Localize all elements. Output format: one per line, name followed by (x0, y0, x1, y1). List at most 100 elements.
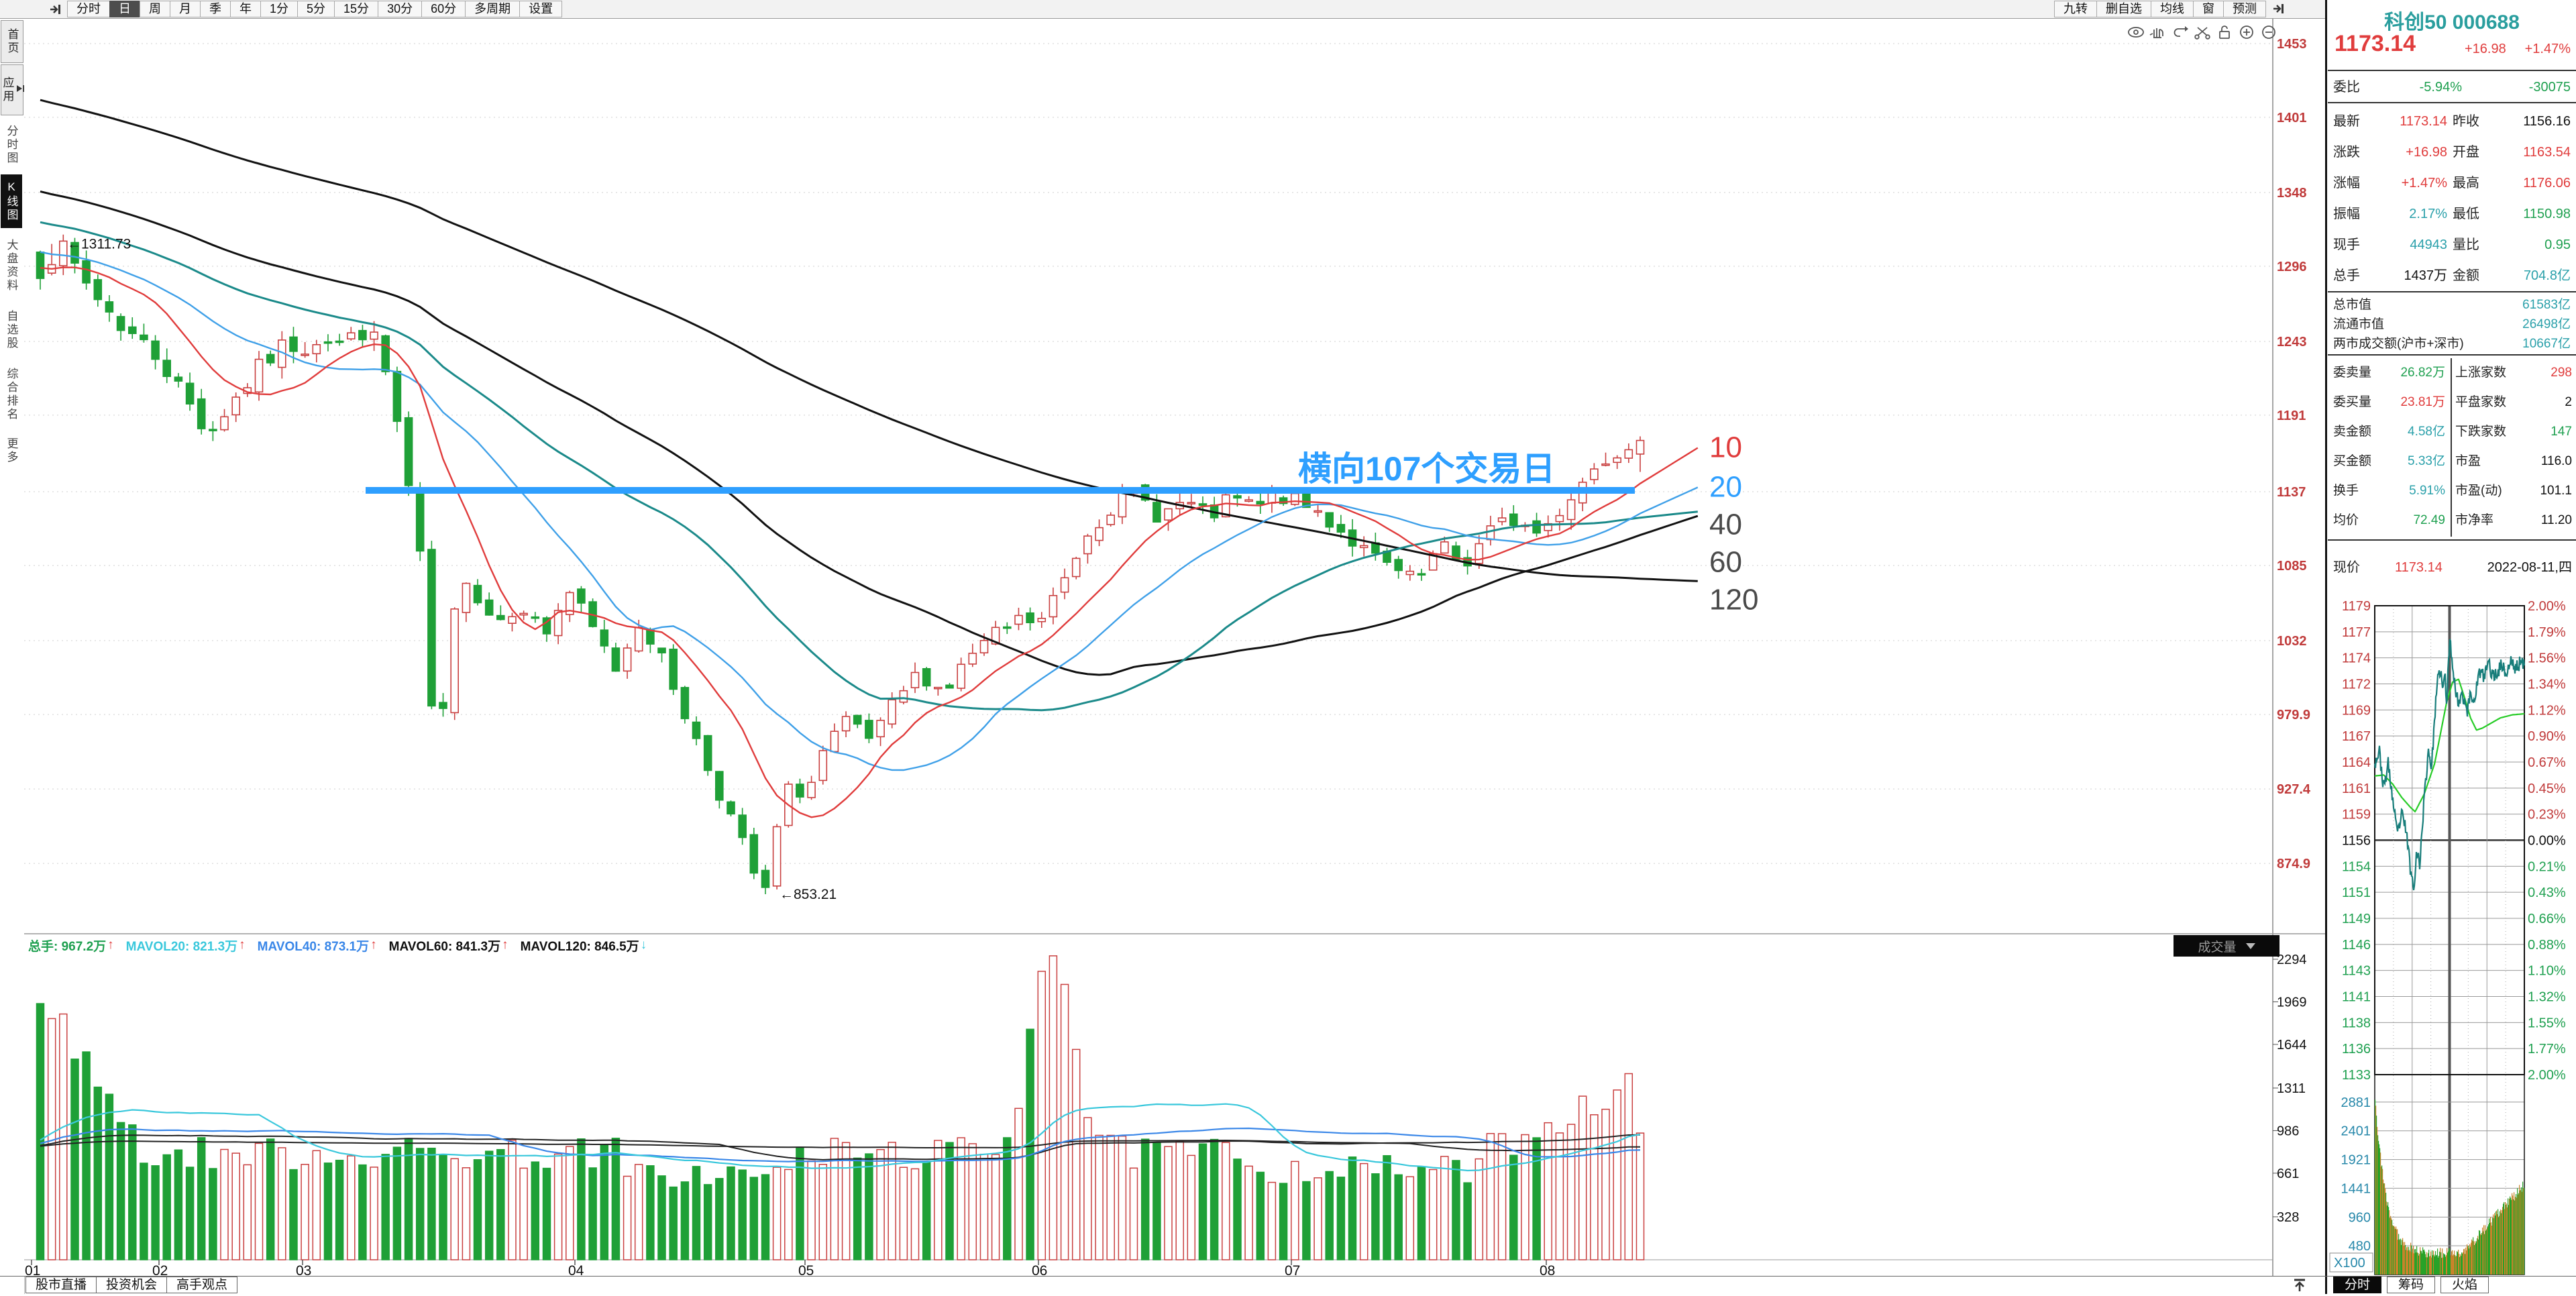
period-button-分时[interactable]: 分时 (67, 1, 109, 17)
quote-label: 昨收 (2453, 114, 2479, 129)
undo-icon[interactable] (2174, 26, 2189, 37)
detail-label: 换手 (2333, 484, 2359, 498)
month-label: 05 (798, 1263, 814, 1276)
ma120-label: 120 (1709, 583, 1758, 616)
period-button-年[interactable]: 年 (230, 1, 260, 17)
eye-icon[interactable] (2128, 27, 2144, 38)
volume-bar (542, 1167, 551, 1260)
mini-tab-筹码[interactable]: 筹码 (2387, 1277, 2436, 1293)
bottom-tab-投资机会[interactable]: 投资机会 (97, 1277, 168, 1293)
toolbar-button-窗[interactable]: 窗 (2193, 1, 2223, 17)
mini-volume-bar (2460, 1254, 2461, 1275)
toolbar-button-九转[interactable]: 九转 (2054, 1, 2096, 17)
quote-label: 最低 (2453, 207, 2479, 221)
symbol-code: 000688 (2452, 11, 2520, 34)
sidebar-item-应用[interactable]: 应用 (1, 64, 25, 115)
period-button-60分[interactable]: 60分 (421, 1, 466, 17)
mini-tab-火焰[interactable]: 火焰 (2440, 1277, 2489, 1293)
volume-bar (404, 1138, 413, 1260)
sidebar-item-首页[interactable]: 首页 (1, 20, 23, 63)
volume-bar (784, 1169, 793, 1260)
mini-volume-bar (2375, 1105, 2377, 1275)
volume-bar (1383, 1155, 1391, 1260)
volume-indicator-item: MAVOL40: 873.1万 ↑ (258, 936, 377, 955)
zoom-out-icon[interactable] (2262, 25, 2275, 39)
mini-volume-bar (2393, 1226, 2394, 1275)
scissors-icon[interactable] (2194, 27, 2210, 40)
candle-body (727, 801, 735, 815)
period-button-5分[interactable]: 5分 (297, 1, 335, 17)
period-button-季[interactable]: 季 (200, 1, 230, 17)
volume-indicator-item: 总手: 967.2万 ↑ (28, 936, 114, 955)
period-button-月[interactable]: 月 (170, 1, 200, 17)
volume-bar (1129, 1167, 1138, 1260)
play-bar-icon (16, 83, 25, 96)
mini-volume-bar (2395, 1228, 2396, 1275)
mini-tab-分时[interactable]: 分时 (2333, 1277, 2382, 1293)
candle-body (634, 627, 643, 652)
candle-body (105, 301, 114, 313)
zoom-in-icon[interactable] (2240, 25, 2253, 39)
volume-indicator-bar: 总手: 967.2万 ↑ MAVOL20: 821.3万 ↑ MAVOL40: 873.… (28, 936, 647, 954)
volume-indicator-selector[interactable]: 成交量 (2174, 935, 2279, 957)
mini-volume-bar (2502, 1207, 2504, 1275)
sidebar-item-更多[interactable]: 更多 (1, 432, 22, 470)
volume-bar (519, 1167, 528, 1260)
mini-volume-bar (2457, 1252, 2459, 1275)
mini-pct-label: 2.00% (2528, 1068, 2566, 1083)
collapse-up-icon[interactable] (2292, 1278, 2308, 1296)
toolbar-button-均线[interactable]: 均线 (2151, 1, 2193, 17)
quote-value: 1173.14 (2400, 114, 2447, 129)
candle-body (346, 332, 356, 340)
mini-volume-bar (2415, 1249, 2416, 1275)
mini-volume-bar (2380, 1152, 2381, 1275)
arrow-to-bar-icon[interactable] (48, 2, 63, 17)
mini-volume-bar (2472, 1240, 2473, 1275)
sidebar-item-label: 分时图 (5, 125, 18, 165)
period-button-1分[interactable]: 1分 (260, 1, 298, 17)
top-toolbar: 分时日周月季年 1分 5分 15分 30分 60分 多周期 设置 九转 删自选 均线窗预测 (0, 0, 2325, 19)
mini-volume-bar (2475, 1243, 2477, 1275)
quote-value: 1156.16 (2523, 114, 2571, 129)
detail-row: 换手 5.91% 市盈(动) 101.1 (2328, 476, 2576, 506)
period-button-周[interactable]: 周 (140, 1, 170, 17)
unlock-icon[interactable] (2219, 25, 2230, 39)
candle-body (968, 653, 977, 665)
bottom-tab-股市直播[interactable]: 股市直播 (25, 1277, 97, 1293)
candle-body (876, 720, 885, 738)
sidebar-item-label: 首页 (5, 28, 19, 55)
period-button-设置[interactable]: 设置 (519, 1, 563, 17)
volume-bar (70, 1059, 79, 1260)
mini-volume-bar (2407, 1246, 2408, 1275)
mini-volume-bar (2398, 1234, 2400, 1275)
volume-bar (197, 1137, 206, 1260)
sidebar-item-大盘资料[interactable]: 大盘资料 (1, 231, 22, 301)
volume-bar (392, 1146, 402, 1260)
candle-body (1279, 497, 1288, 504)
period-button-30分[interactable]: 30分 (378, 1, 422, 17)
toolbar-right-group: 九转 删自选 均线窗预测 (2054, 1, 2266, 17)
volume-bar (1405, 1176, 1415, 1260)
period-button-多周期[interactable]: 多周期 (465, 1, 520, 17)
mini-pct-label: 2.00% (2528, 599, 2566, 614)
volume-bar (220, 1148, 229, 1260)
volume-indicator-text: MAVOL20: 821.3万 (125, 939, 238, 954)
bottom-tab-高手观点[interactable]: 高手观点 (167, 1277, 238, 1293)
sidebar-item-K线图[interactable]: K线图 (1, 174, 22, 228)
sidebar-item-自选股[interactable]: 自选股 (1, 303, 22, 357)
arrow-to-bar-icon[interactable] (2271, 1, 2286, 19)
quote-value: 2.17% (2409, 207, 2447, 221)
month-label: 01 (25, 1263, 40, 1276)
quote-label: 振幅 (2333, 207, 2360, 221)
market-cap-row: 流通市值 26498亿 (2328, 315, 2576, 334)
period-button-日[interactable]: 日 (109, 1, 140, 17)
volume-bar (93, 1086, 103, 1260)
sidebar-item-分时图[interactable]: 分时图 (1, 118, 22, 172)
toolbar-button-预测[interactable]: 预测 (2223, 1, 2266, 17)
period-button-15分[interactable]: 15分 (334, 1, 378, 17)
hand-icon[interactable] (2149, 28, 2163, 38)
quote-value: 1176.06 (2523, 176, 2571, 191)
toolbar-button-删自选[interactable]: 删自选 (2096, 1, 2151, 17)
quote-value: 1150.98 (2523, 207, 2571, 221)
sidebar-item-综合排名[interactable]: 综合排名 (1, 360, 22, 429)
